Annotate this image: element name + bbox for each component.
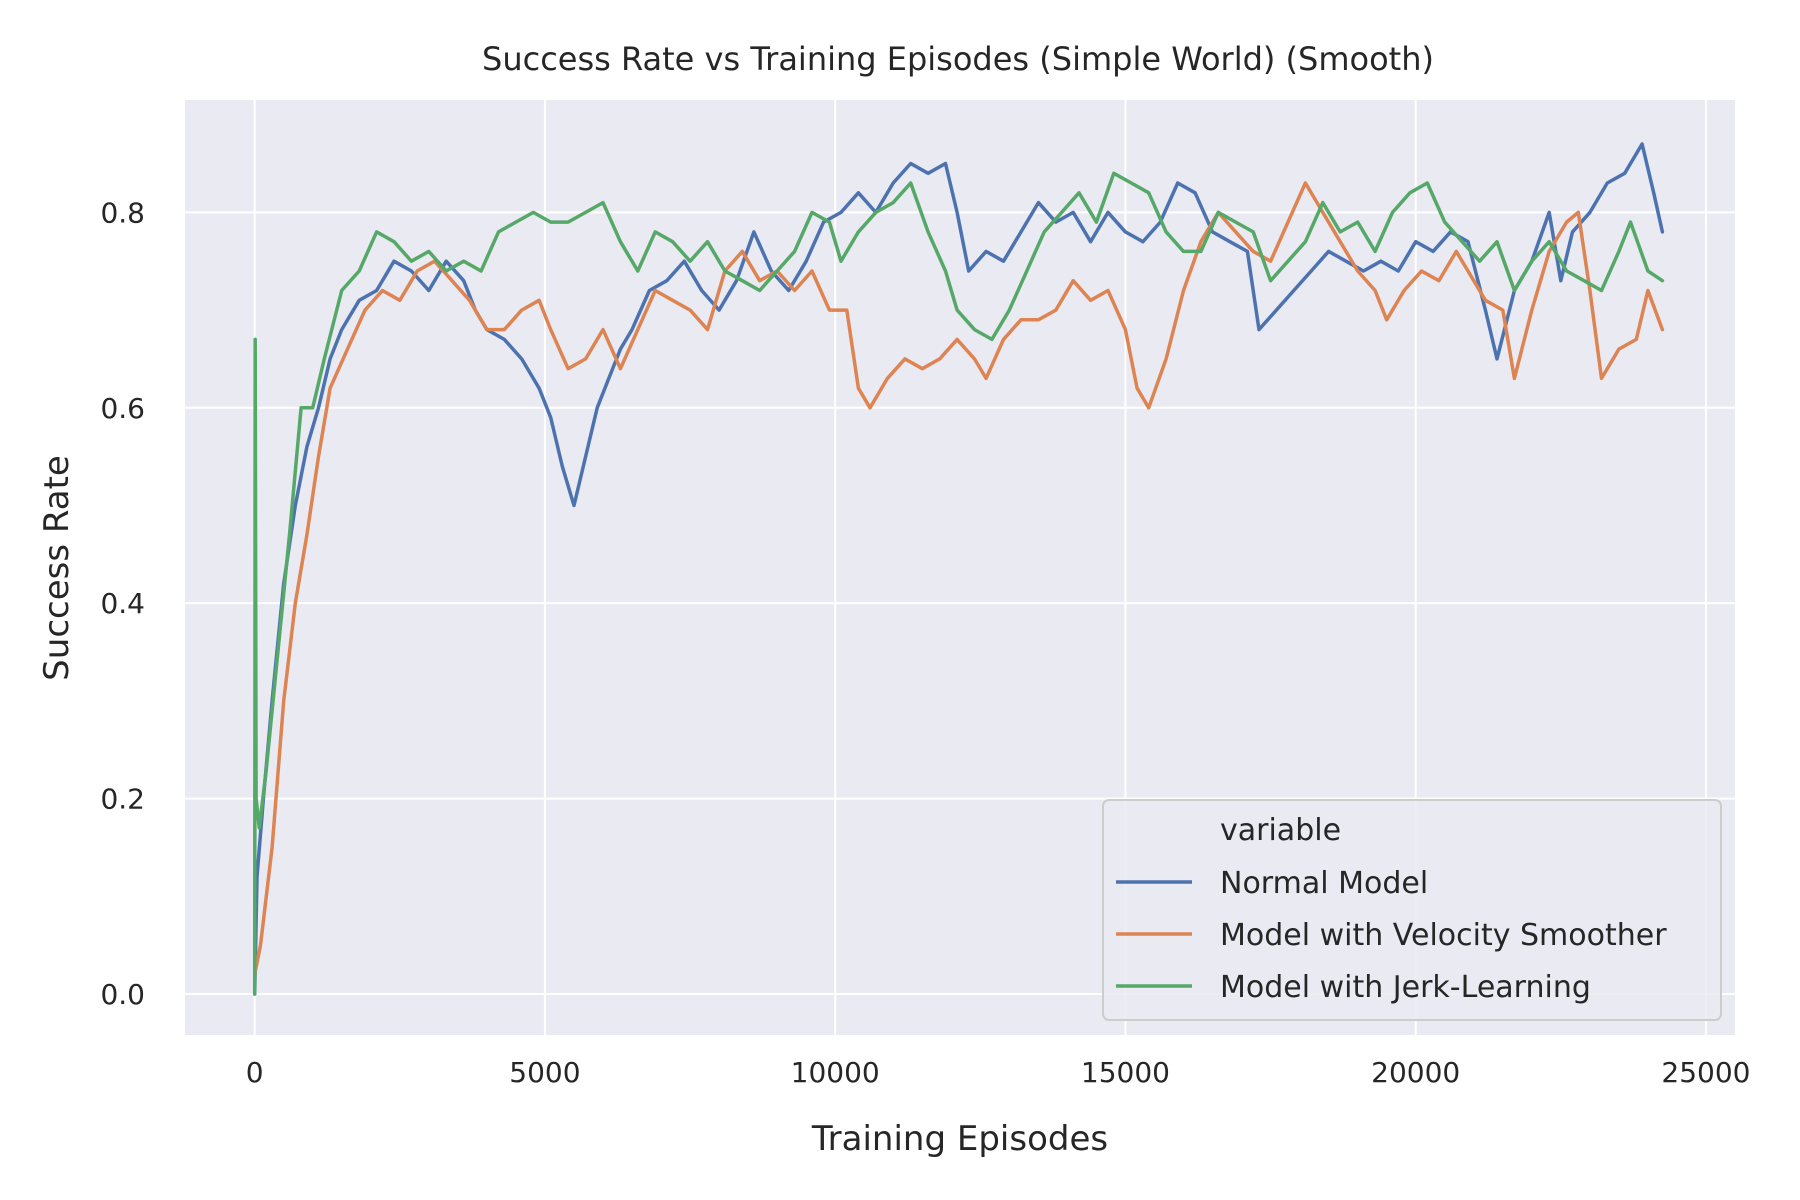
y-tick-label: 0.4 xyxy=(100,587,145,620)
x-axis-ticks: 0 5000 10000 15000 20000 25000 xyxy=(246,1056,1751,1089)
x-tick-label: 20000 xyxy=(1371,1056,1460,1089)
y-axis-ticks: 0.0 0.2 0.4 0.6 0.8 xyxy=(100,196,145,1011)
x-tick-label: 25000 xyxy=(1661,1056,1750,1089)
y-axis-label: Success Rate xyxy=(37,455,77,681)
y-tick-label: 0.0 xyxy=(100,978,145,1011)
x-tick-label: 10000 xyxy=(791,1056,880,1089)
x-tick-label: 0 xyxy=(246,1056,264,1089)
x-axis-label: Training Episodes xyxy=(811,1119,1108,1159)
legend-title: variable xyxy=(1220,813,1341,848)
x-tick-label: 15000 xyxy=(1081,1056,1170,1089)
series-lines xyxy=(252,142,1665,996)
legend-entry-label: Model with Velocity Smoother xyxy=(1220,918,1667,953)
legend-entry-label: Model with Jerk-Learning xyxy=(1220,970,1591,1005)
series-line-model-with-jerk-learning xyxy=(252,171,1665,996)
legend-entry-label: Normal Model xyxy=(1220,866,1428,901)
chart-title: Success Rate vs Training Episodes (Simpl… xyxy=(482,40,1434,78)
x-tick-label: 5000 xyxy=(509,1056,580,1089)
series-line-model-with-velocity-smoother xyxy=(252,181,1665,977)
legend-entries: Normal Model Model with Velocity Smoother… xyxy=(1116,866,1667,1005)
legend: variable Normal Model Model with Velocity… xyxy=(1102,799,1722,1021)
y-tick-label: 0.6 xyxy=(100,392,145,425)
legend-frame xyxy=(1102,799,1722,1021)
y-tick-label: 0.2 xyxy=(100,783,145,816)
series-line-normal-model xyxy=(252,142,1665,996)
y-tick-label: 0.8 xyxy=(100,196,145,229)
